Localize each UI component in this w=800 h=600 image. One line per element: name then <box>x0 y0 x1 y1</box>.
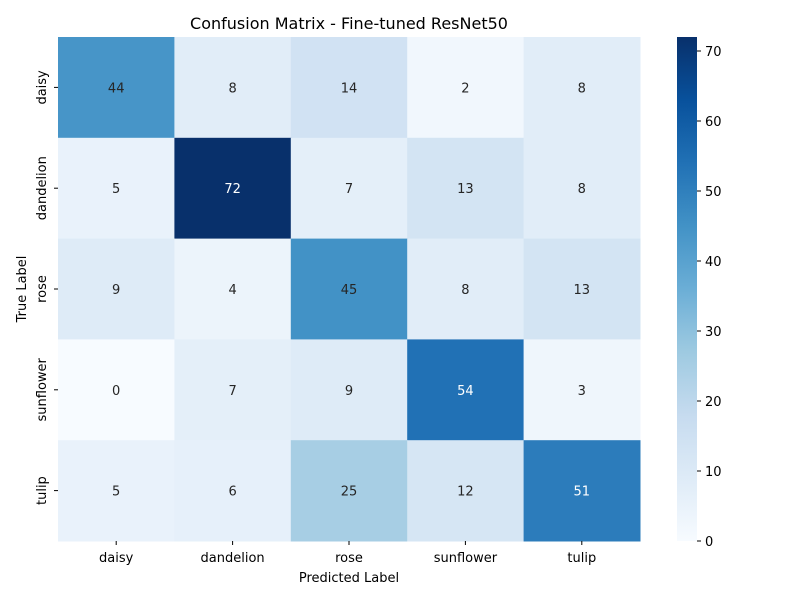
cell-value-label: 45 <box>341 283 358 298</box>
y-tick-label: rose <box>35 275 50 303</box>
heatmap-cell <box>174 37 292 139</box>
heatmap-cell <box>407 339 525 441</box>
y-axis-ticks: daisy dandelion rose sunflower tulip <box>35 70 58 505</box>
cell-value-label: 0 <box>112 384 120 399</box>
y-tick-label: dandelion <box>35 156 50 220</box>
colorbar-tick-label: 30 <box>705 325 722 340</box>
chart-title: Confusion Matrix - Fine-tuned ResNet50 <box>190 14 508 33</box>
x-tick-label: rose <box>335 551 363 566</box>
x-tick-label: dandelion <box>201 551 265 566</box>
cell-value-label: 72 <box>224 182 241 197</box>
cell-value-label: 4 <box>228 283 236 298</box>
cell-value-label: 44 <box>108 81 125 96</box>
cell-value-label: 8 <box>578 182 586 197</box>
x-axis-label: Predicted Label <box>299 571 399 586</box>
heatmap-cell <box>523 339 641 441</box>
heatmap-cell <box>290 37 408 139</box>
cell-value-label: 13 <box>574 283 591 298</box>
heatmap-cell <box>174 137 292 240</box>
colorbar-tick-label: 10 <box>705 465 722 480</box>
cell-value-label: 7 <box>345 182 353 197</box>
cell-value-label: 3 <box>578 384 586 399</box>
heatmap-cell <box>290 440 408 542</box>
heatmap-cell <box>407 37 525 139</box>
heatmap-cell <box>407 238 525 340</box>
cell-value-label: 8 <box>578 81 586 96</box>
x-axis-ticks: daisy dandelion rose sunflower tulip <box>99 541 596 566</box>
cell-value-label: 5 <box>112 182 120 197</box>
y-tick-label: daisy <box>35 70 50 105</box>
cell-value-label: 51 <box>574 485 591 500</box>
y-tick-label: tulip <box>35 476 50 505</box>
cell-value-label: 25 <box>341 485 358 500</box>
cell-value-label: 6 <box>228 485 236 500</box>
cell-value-label: 12 <box>457 485 474 500</box>
heatmap-cell <box>174 440 292 542</box>
cell-value-label: 9 <box>345 384 353 399</box>
cell-value-label: 8 <box>461 283 469 298</box>
heatmap-cell <box>290 238 408 340</box>
heatmap-cell <box>58 440 175 542</box>
cell-value-label: 9 <box>112 283 120 298</box>
heatmap-cell <box>58 238 175 340</box>
cell-value-label: 5 <box>112 485 120 500</box>
colorbar-tick-label: 0 <box>705 535 713 550</box>
heatmap-cell <box>58 339 175 441</box>
y-tick-label: sunflower <box>35 357 50 421</box>
heatmap-cell <box>407 137 525 240</box>
cell-value-label: 13 <box>457 182 474 197</box>
heatmap-cell <box>523 238 641 340</box>
x-tick-label: tulip <box>567 551 596 566</box>
cell-value-label: 2 <box>461 81 469 96</box>
colorbar-tick-label: 20 <box>705 395 722 410</box>
colorbar-tick-label: 60 <box>705 115 722 130</box>
colorbar-ticks: 0 10 20 30 40 50 60 70 <box>697 45 722 550</box>
heatmap-cell <box>523 137 641 240</box>
x-tick-label: daisy <box>99 551 134 566</box>
heatmap-cell <box>290 137 408 240</box>
heatmap-cell <box>58 37 175 139</box>
colorbar <box>677 37 697 541</box>
heatmap-cell <box>523 37 641 139</box>
colorbar-tick-label: 70 <box>705 45 722 60</box>
x-tick-label: sunflower <box>434 551 498 566</box>
cell-value-label: 54 <box>457 384 474 399</box>
cell-value-label: 7 <box>228 384 236 399</box>
cell-value-label: 8 <box>228 81 236 96</box>
heatmap-cells: 44 8 14 2 8 5 72 7 13 8 9 4 45 8 13 0 7 9 54 3 5 6 25 12 51 <box>58 37 641 542</box>
heatmap-cell <box>407 440 525 542</box>
colorbar-tick-label: 50 <box>705 185 722 200</box>
heatmap-cell <box>58 137 175 240</box>
heatmap-cell <box>290 339 408 441</box>
heatmap-cell <box>174 339 292 441</box>
cell-value-label: 14 <box>341 81 358 96</box>
colorbar-tick-label: 40 <box>705 255 722 270</box>
heatmap-cell <box>523 440 641 542</box>
y-axis-label: True Label <box>15 256 30 324</box>
heatmap-cell <box>174 238 292 340</box>
